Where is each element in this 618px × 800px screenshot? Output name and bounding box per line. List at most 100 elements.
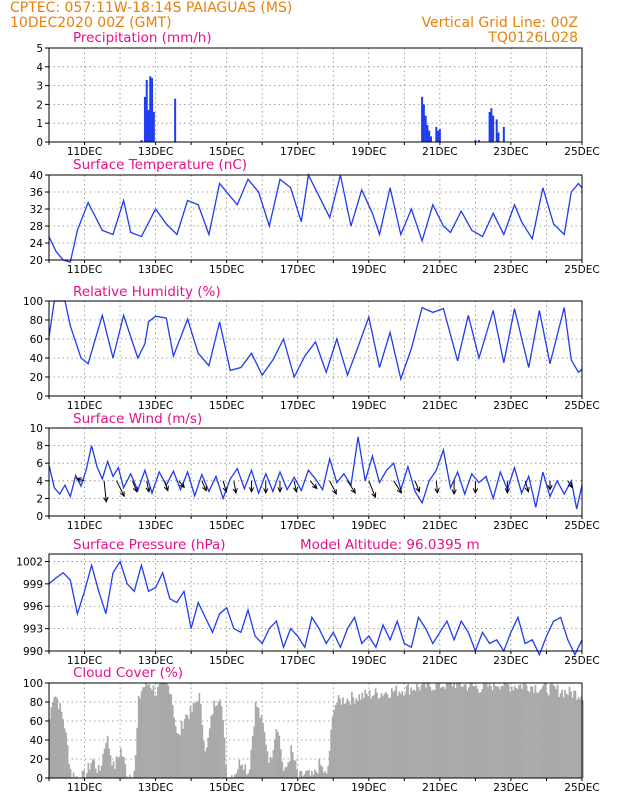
cloud-bar [102,753,104,778]
cloud-bar [225,764,227,778]
precip-bar [143,96,146,142]
wind-vector-head [103,496,109,503]
cloud-bar [568,686,571,778]
cloud-bar [359,699,362,778]
cloud-bar [145,683,147,778]
cloud-bar [402,695,405,778]
pressure-ytick-label: 1002 [16,556,43,568]
cloud-bar [134,755,137,778]
precip-xtick-label: 25DEC [564,146,599,158]
cloud-bar [275,728,278,778]
wind-xtick-label: 11DEC [67,520,102,532]
cloud-bar [383,693,386,778]
precip-bar [151,78,154,142]
cloud-bar [328,750,331,778]
cloud-bar [497,686,500,778]
cloud-bar [155,695,158,778]
cloud-bar [433,690,436,778]
cloud-bar [260,715,263,778]
cloud-bar [467,687,470,778]
cloud-bar [420,684,423,778]
cloud-bar [416,684,418,778]
temp-xtick-label: 23DEC [493,264,528,276]
wind-vector [368,480,376,498]
precip-bar [145,79,148,142]
temp-xtick-label: 17DEC [280,264,315,276]
cloud-xtick-label: 13DEC [138,782,173,794]
cloud-bar [506,683,509,778]
wind-vector-head [371,492,377,499]
cloud-bar [143,686,146,778]
temp-xtick-label: 13DEC [138,264,173,276]
wind-ytick-label: 0 [36,511,43,523]
cloud-bar [414,690,417,778]
temp-ytick-label: 36 [30,187,44,199]
cloud-xtick-label: 11DEC [67,782,102,794]
wind-vector-head [524,486,530,493]
cloud-bar [567,695,569,778]
cloud-bar [377,698,380,778]
cloud-bar [399,693,402,778]
wind-vector [222,480,227,492]
cloud-bar [117,757,119,778]
temp-series-line [48,172,583,263]
cloud-bar [54,696,57,778]
cloud-bar [269,756,272,778]
cloud-bar [278,735,281,778]
cloud-bar [231,775,233,778]
cloud-xtick-label: 25DEC [564,782,599,794]
cloud-bar [72,772,75,778]
wind-vector [146,480,150,492]
precip-bar [174,98,177,142]
cloud-bar [570,691,572,778]
cloud-bar [485,683,488,778]
cloud-bar [442,686,445,778]
cloud-bar [453,683,455,778]
cloud-bar [63,728,66,778]
precip-ytick-label: 5 [36,43,43,55]
cloud-bar [460,686,463,778]
cloud-bar [194,703,196,778]
precip-bar [492,115,495,142]
cloud-bar [376,692,378,778]
cloud-bar [202,740,205,778]
cloud-bar [68,763,70,778]
cloud-bar [279,749,282,778]
wind-vector-head [202,485,207,492]
wind-series-line [48,436,583,510]
cloud-bar [281,761,284,778]
cloud-bar [358,694,361,778]
cloud-bar [87,762,90,778]
temp-xtick-label: 25DEC [564,264,599,276]
rh-panel: 0 20 40 60 80 100 11DEC 13DEC 15DEC 17DEC 19DEC 21D… [23,284,600,412]
cloud-bar [314,769,316,778]
wind-title: Surface Wind (m/s) [73,411,202,427]
cloud-bar [543,683,546,778]
cloud-bar [448,683,451,778]
cloud-bar [457,683,460,778]
cloud-bar [182,728,184,778]
cloud-bar [515,688,518,778]
cloud-bar [533,693,535,778]
cloud-bar [441,686,444,778]
wind-vector-head [451,489,457,496]
cloud-bar [256,706,258,778]
precip-bar [429,136,432,142]
cloud-bar [177,733,180,778]
temp-ytick-label: 32 [30,204,43,216]
header-location: CPTEC: 057:11W-18:14S PAIAGUAS (MS) [10,0,292,16]
pressure-xtick-label: 23DEC [493,655,528,667]
cloud-bar [83,770,85,778]
wind-xtick-label: 19DEC [351,520,386,532]
precip-bar [140,140,143,142]
cloud-bar [266,751,269,778]
cloud-bar [214,706,217,778]
cloud-bar [505,683,507,778]
cloud-bar [244,764,247,778]
temp-ytick-label: 20 [30,255,43,267]
precip-bar [488,111,491,142]
cloud-bar [549,684,552,778]
cloud-bar [282,770,285,778]
cloud-bar [429,686,432,778]
cloud-bar [188,718,190,778]
